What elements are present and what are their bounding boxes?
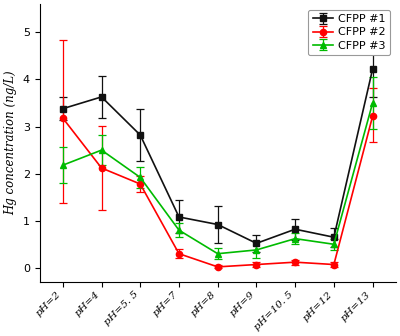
Y-axis label: Hg concentration (ng/L): Hg concentration (ng/L) [4, 71, 17, 215]
Legend: CFPP #1, CFPP #2, CFPP #3: CFPP #1, CFPP #2, CFPP #3 [308, 10, 390, 55]
